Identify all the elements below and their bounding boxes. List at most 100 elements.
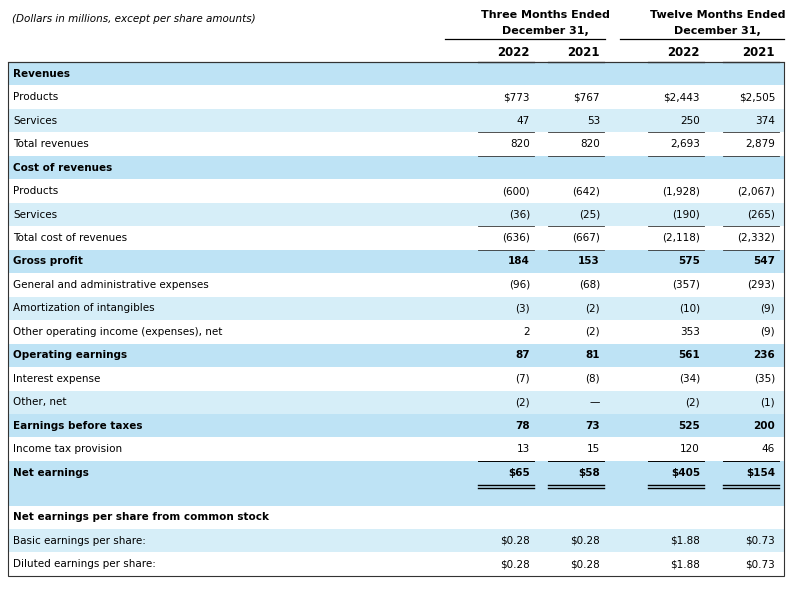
Text: Amortization of intangibles: Amortization of intangibles: [13, 303, 154, 313]
Text: 153: 153: [578, 257, 600, 267]
Text: (2): (2): [685, 397, 700, 407]
Text: 236: 236: [753, 350, 775, 361]
Text: Other operating income (expenses), net: Other operating income (expenses), net: [13, 327, 223, 337]
Text: 81: 81: [585, 350, 600, 361]
Bar: [8, 553, 784, 576]
Text: $767: $767: [573, 92, 600, 102]
Bar: [8, 86, 784, 109]
Text: Gross profit: Gross profit: [13, 257, 83, 267]
Text: 2: 2: [524, 327, 530, 337]
Text: (2): (2): [516, 397, 530, 407]
Text: 353: 353: [680, 327, 700, 337]
Bar: [8, 461, 784, 484]
Text: Services: Services: [13, 115, 57, 126]
Text: (34): (34): [679, 374, 700, 384]
Text: Basic earnings per share:: Basic earnings per share:: [13, 536, 146, 546]
Bar: [8, 273, 784, 297]
Bar: [8, 62, 784, 86]
Text: (10): (10): [679, 303, 700, 313]
Text: $0.28: $0.28: [570, 536, 600, 546]
Text: 73: 73: [585, 421, 600, 431]
Text: General and administrative expenses: General and administrative expenses: [13, 280, 209, 290]
Text: (642): (642): [572, 186, 600, 196]
Text: $2,443: $2,443: [664, 92, 700, 102]
Text: (1): (1): [760, 397, 775, 407]
Text: (7): (7): [516, 374, 530, 384]
Text: Income tax provision: Income tax provision: [13, 444, 122, 454]
Text: (2): (2): [585, 327, 600, 337]
Text: 575: 575: [678, 257, 700, 267]
Text: Total cost of revenues: Total cost of revenues: [13, 233, 128, 243]
Text: Other, net: Other, net: [13, 397, 67, 407]
Bar: [8, 484, 784, 505]
Text: 200: 200: [753, 421, 775, 431]
Text: 15: 15: [587, 444, 600, 454]
Bar: [8, 203, 784, 226]
Bar: [8, 505, 784, 529]
Text: (Dollars in millions, except per share amounts): (Dollars in millions, except per share a…: [12, 14, 256, 24]
Bar: [8, 179, 784, 203]
Text: (35): (35): [754, 374, 775, 384]
Text: Products: Products: [13, 92, 59, 102]
Text: (2,067): (2,067): [737, 186, 775, 196]
Text: 374: 374: [755, 115, 775, 126]
Text: (2): (2): [585, 303, 600, 313]
Text: $0.73: $0.73: [745, 536, 775, 546]
Bar: [8, 109, 784, 132]
Text: (2,118): (2,118): [662, 233, 700, 243]
Text: 2022: 2022: [668, 45, 700, 59]
Text: $58: $58: [578, 468, 600, 478]
Text: Products: Products: [13, 186, 59, 196]
Text: 120: 120: [680, 444, 700, 454]
Text: (9): (9): [760, 327, 775, 337]
Text: 78: 78: [516, 421, 530, 431]
Text: (636): (636): [502, 233, 530, 243]
Text: (25): (25): [579, 209, 600, 219]
Text: (190): (190): [672, 209, 700, 219]
Text: $0.28: $0.28: [570, 559, 600, 569]
Text: $0.28: $0.28: [501, 536, 530, 546]
Text: 2,879: 2,879: [745, 139, 775, 149]
Bar: [8, 132, 784, 156]
Bar: [8, 226, 784, 250]
Bar: [8, 250, 784, 273]
Text: Revenues: Revenues: [13, 69, 70, 79]
Text: $0.28: $0.28: [501, 559, 530, 569]
Text: $1.88: $1.88: [670, 536, 700, 546]
Text: 47: 47: [516, 115, 530, 126]
Text: (600): (600): [502, 186, 530, 196]
Bar: [8, 367, 784, 390]
Text: Cost of revenues: Cost of revenues: [13, 163, 112, 173]
Text: Twelve Months Ended: Twelve Months Ended: [649, 10, 785, 20]
Text: (68): (68): [579, 280, 600, 290]
Text: (1,928): (1,928): [662, 186, 700, 196]
Text: (8): (8): [585, 374, 600, 384]
Bar: [8, 438, 784, 461]
Text: (667): (667): [572, 233, 600, 243]
Bar: [8, 529, 784, 553]
Text: Operating earnings: Operating earnings: [13, 350, 128, 361]
Text: 87: 87: [516, 350, 530, 361]
Text: Interest expense: Interest expense: [13, 374, 101, 384]
Text: (36): (36): [508, 209, 530, 219]
Text: 547: 547: [753, 257, 775, 267]
Bar: [8, 344, 784, 367]
Text: (293): (293): [747, 280, 775, 290]
Text: $1.88: $1.88: [670, 559, 700, 569]
Text: 46: 46: [762, 444, 775, 454]
Text: (2,332): (2,332): [737, 233, 775, 243]
Text: Total revenues: Total revenues: [13, 139, 89, 149]
Text: $773: $773: [504, 92, 530, 102]
Text: 250: 250: [680, 115, 700, 126]
Text: (357): (357): [672, 280, 700, 290]
Text: Net earnings per share from common stock: Net earnings per share from common stock: [13, 512, 269, 522]
Bar: [8, 414, 784, 438]
Text: December 31,: December 31,: [501, 26, 588, 36]
Text: 820: 820: [581, 139, 600, 149]
Text: 2021: 2021: [743, 45, 775, 59]
Text: Diluted earnings per share:: Diluted earnings per share:: [13, 559, 156, 569]
Bar: [8, 62, 784, 576]
Bar: [8, 156, 784, 179]
Text: $0.73: $0.73: [745, 559, 775, 569]
Text: Three Months Ended: Three Months Ended: [481, 10, 609, 20]
